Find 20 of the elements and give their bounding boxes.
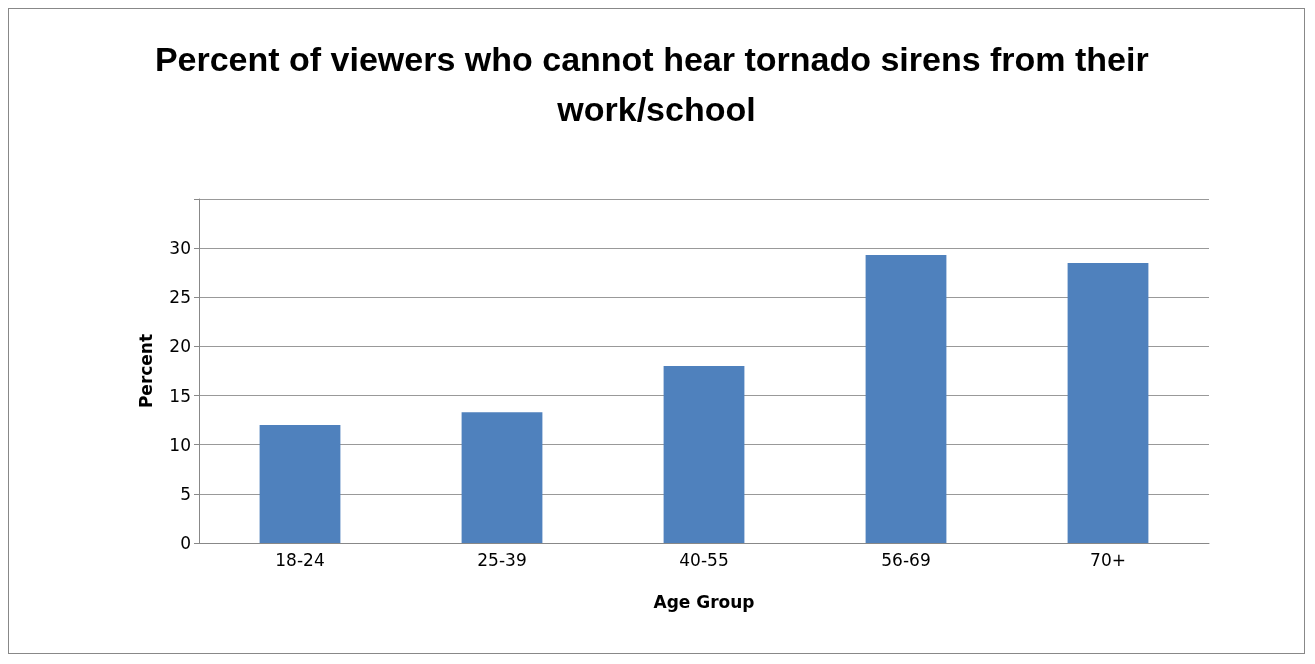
bar [663,366,745,543]
x-tick-label: 70+ [1090,549,1126,570]
bar [1067,262,1149,543]
chart-title: Percent of viewers who cannot hear tornado sirens from their work/school [154,40,1159,128]
y-tick-label: 5 [180,483,191,504]
bar [259,425,341,543]
y-tick-label: 20 [169,336,191,357]
y-tick-label: 30 [169,238,191,259]
x-tick-label: 40-55 [679,549,729,570]
y-tick-label: 25 [169,287,191,308]
bar [461,412,543,543]
y-tick-label: 15 [169,385,191,406]
y-axis-title: Percent [135,333,156,409]
y-tick-label: 10 [169,434,191,455]
bar [865,255,947,543]
x-tick-label: 25-39 [477,549,527,570]
x-axis-title: Age Group [653,591,755,612]
x-tick-label: 56-69 [881,549,931,570]
x-tick-label: 18-24 [275,549,325,570]
y-tick-label: 0 [180,533,191,553]
